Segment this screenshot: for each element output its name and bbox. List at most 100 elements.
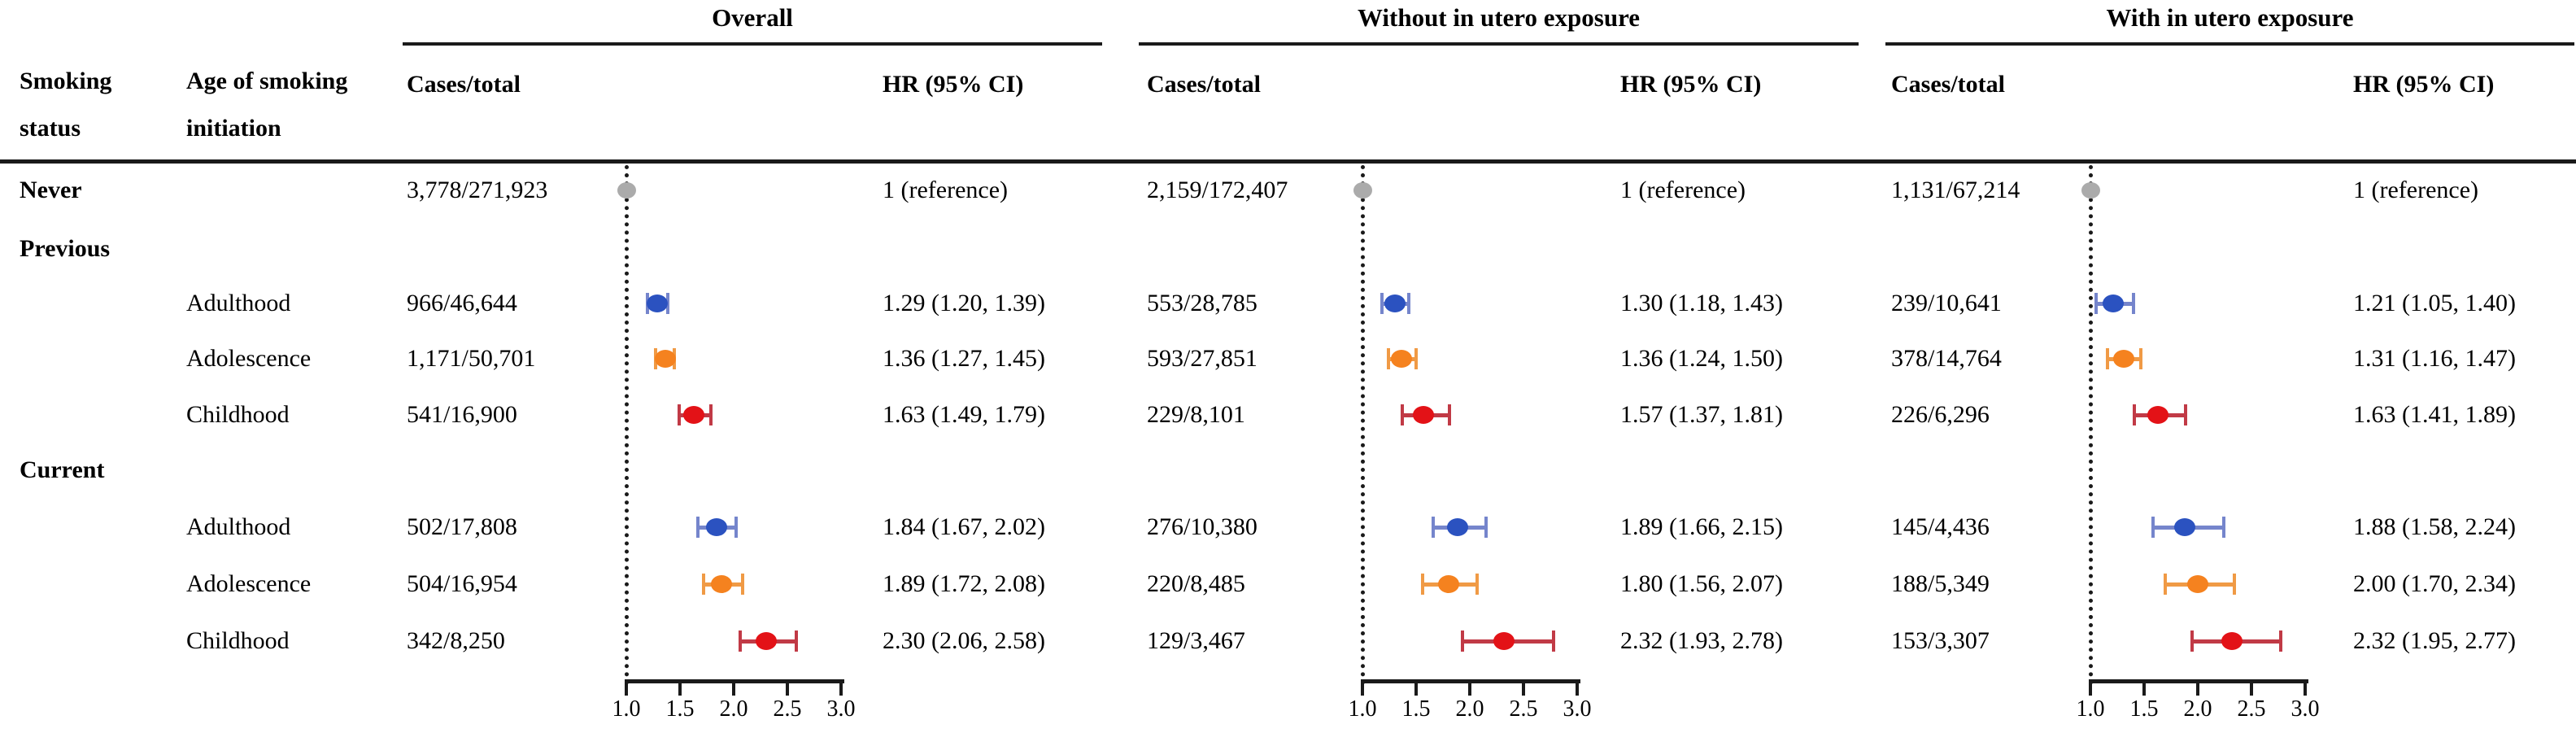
hr-ci-value: 1.21 (1.05, 1.40) (2353, 290, 2516, 316)
ci-cap-low (2164, 574, 2168, 595)
hr-ci-header: HR (95% CI) (2353, 71, 2495, 98)
cases-total-value: 378/14,764 (1891, 345, 2002, 372)
x-axis-tick-label: 2.5 (773, 696, 802, 722)
cases-total-header: Cases/total (1891, 71, 2005, 98)
cases-total-header: Cases/total (1147, 71, 1261, 98)
cases-total-value: 153/3,307 (1891, 627, 1990, 654)
hr-point-marker (2112, 350, 2134, 368)
x-axis-tick (2142, 679, 2146, 696)
ci-cap-high (734, 517, 738, 538)
ci-cap-high (794, 630, 798, 652)
x-axis-tick-label: 3.0 (2291, 696, 2320, 722)
x-axis-tick (1414, 679, 1418, 696)
reference-dotted-line (1361, 165, 1365, 685)
cases-total-value: 129/3,467 (1147, 627, 1245, 654)
panel-title-overall: Overall (712, 3, 793, 32)
panel-title-rule (403, 42, 1102, 46)
panel-title-rule (1885, 42, 2574, 46)
cases-total-value: 342/8,250 (407, 627, 505, 654)
hr-ci-header: HR (95% CI) (883, 71, 1024, 98)
header-separator-rule (0, 159, 2576, 164)
x-axis-tick-label: 2.0 (1455, 696, 1484, 722)
x-axis-tick-label: 3.0 (1563, 696, 1592, 722)
hr-point-marker (2221, 632, 2243, 650)
ci-cap-low (2151, 517, 2155, 538)
age-initiation-header-line2: initiation (186, 115, 281, 142)
x-axis-tick (2250, 679, 2253, 696)
panel-title-with-exposure: With in utero exposure (2106, 3, 2354, 32)
cases-total-header: Cases/total (407, 71, 521, 98)
x-axis-tick-label: 1.0 (1348, 696, 1377, 722)
ci-cap-high (2139, 348, 2143, 369)
ci-cap-low (1460, 630, 1464, 652)
hr-ci-value: 1.57 (1.37, 1.81) (1620, 401, 1783, 428)
hr-point-marker (1447, 518, 1469, 536)
ci-cap-high (740, 574, 744, 595)
smoking-status-row-label: Previous (20, 235, 111, 262)
ci-cap-high (2184, 404, 2188, 425)
ci-cap-low (702, 574, 706, 595)
ci-cap-high (2232, 574, 2236, 595)
age-initiation-row-label: Childhood (186, 401, 290, 428)
x-axis-tick-label: 2.5 (1509, 696, 1538, 722)
ci-cap-low (738, 630, 742, 652)
ci-cap-low (1400, 404, 1404, 425)
reference-dotted-line (2089, 165, 2093, 685)
ci-cap-high (2221, 517, 2225, 538)
x-axis-tick-label: 1.5 (1401, 696, 1431, 722)
hr-point-marker (1390, 350, 1412, 368)
hr-ci-header: HR (95% CI) (1620, 71, 1762, 98)
cases-total-value: 220/8,485 (1147, 570, 1245, 597)
hr-point-marker (2081, 182, 2100, 199)
ci-cap-high (1475, 574, 1480, 595)
ci-cap-low (677, 404, 681, 425)
x-axis-tick-label: 1.5 (2129, 696, 2159, 722)
ci-cap-high (1414, 348, 1418, 369)
cases-total-value: 502/17,808 (407, 513, 517, 540)
x-axis-tick-label: 1.0 (612, 696, 641, 722)
ci-cap-low (1420, 574, 1424, 595)
ci-cap-high (709, 404, 713, 425)
x-axis-tick (839, 679, 843, 696)
x-axis-tick-label: 1.5 (665, 696, 695, 722)
hr-point-marker (2147, 406, 2169, 424)
hr-point-marker (705, 518, 727, 536)
ci-cap-high (666, 293, 670, 314)
age-initiation-row-label: Adolescence (186, 345, 312, 372)
x-axis-tick (732, 679, 735, 696)
cases-total-value: 1,171/50,701 (407, 345, 536, 372)
ci-cap-high (2278, 630, 2282, 652)
cases-total-value: 2,159/172,407 (1147, 177, 1288, 203)
ci-cap-low (1432, 517, 1436, 538)
x-axis-line (2090, 679, 2308, 683)
ci-cap-low (2106, 348, 2110, 369)
hr-point-marker (654, 350, 676, 368)
age-initiation-row-label: Childhood (186, 627, 290, 654)
hr-point-marker (711, 575, 733, 593)
age-initiation-row-label: Adolescence (186, 570, 312, 597)
x-axis-tick (2196, 679, 2199, 696)
cases-total-value: 188/5,349 (1891, 570, 1990, 597)
x-axis-tick-label: 2.0 (2183, 696, 2212, 722)
hr-ci-value: 1.63 (1.49, 1.79) (883, 401, 1045, 428)
hr-ci-value: 1 (reference) (883, 177, 1009, 203)
hr-point-marker (1437, 575, 1459, 593)
x-axis-tick-label: 1.0 (2076, 696, 2105, 722)
ci-cap-high (1551, 630, 1555, 652)
hr-point-marker (2174, 518, 2196, 536)
cases-total-value: 145/4,436 (1891, 513, 1990, 540)
hr-ci-value: 1 (reference) (2353, 177, 2479, 203)
x-axis-tick (1468, 679, 1471, 696)
ci-cap-low (1386, 348, 1390, 369)
smoking-status-header-line1: Smoking (20, 68, 112, 94)
x-axis-tick (625, 679, 628, 696)
hr-point-marker (1384, 295, 1406, 312)
x-axis-line (1362, 679, 1580, 683)
cases-total-value: 541/16,900 (407, 401, 517, 428)
ci-cap-high (1484, 517, 1488, 538)
hr-ci-value: 2.30 (2.06, 2.58) (883, 627, 1045, 654)
cases-total-value: 226/6,296 (1891, 401, 1990, 428)
smoking-status-row-label: Current (20, 456, 105, 483)
hr-ci-value: 1.30 (1.18, 1.43) (1620, 290, 1783, 316)
